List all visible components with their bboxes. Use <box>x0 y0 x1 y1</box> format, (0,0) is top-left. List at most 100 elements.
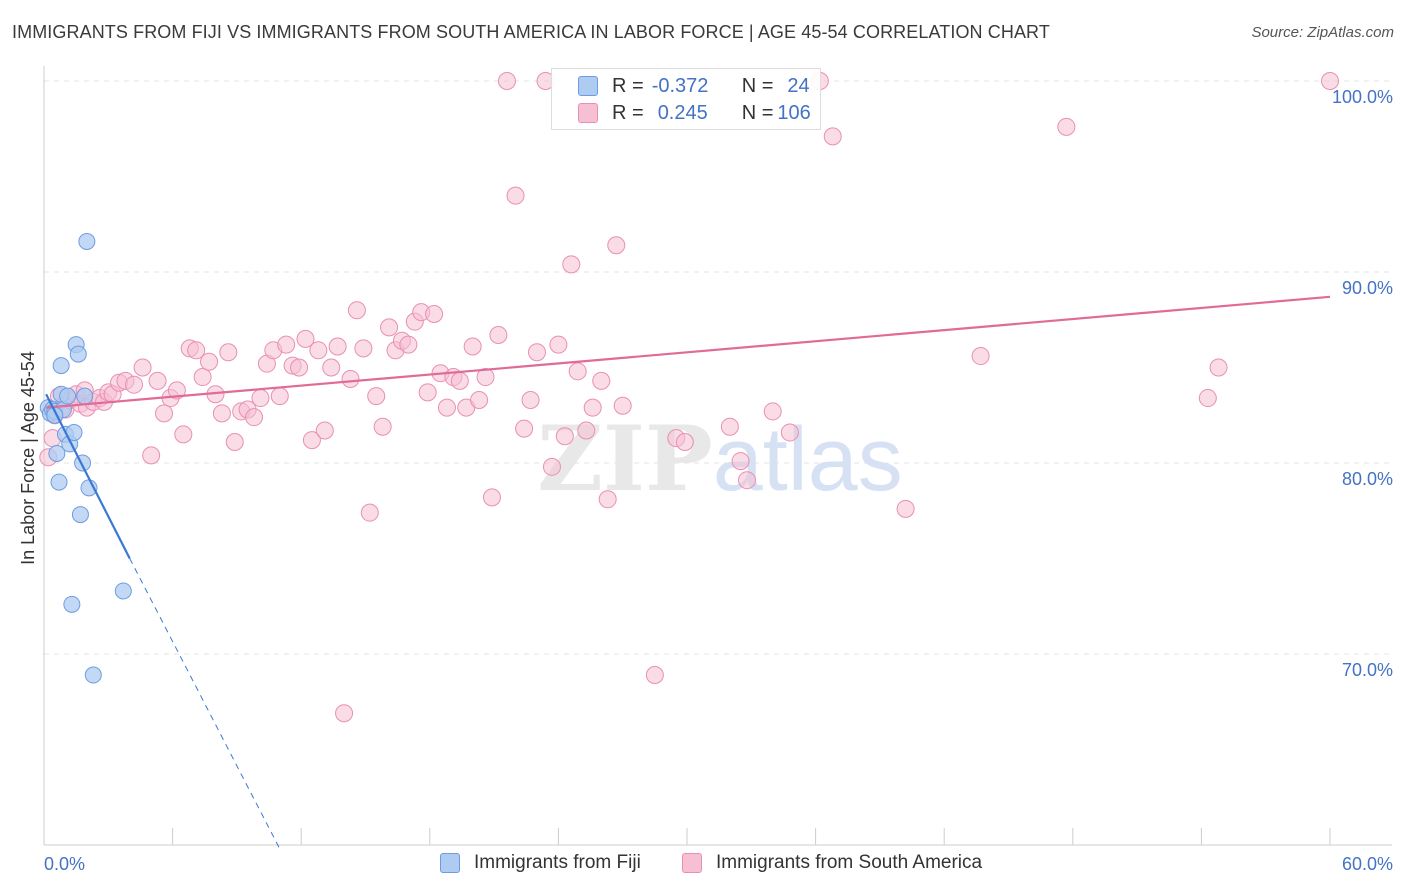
sa-point <box>290 358 309 377</box>
legend-row-sa: R = 0.245 N = 106 <box>578 100 811 126</box>
fiji-point <box>78 232 96 250</box>
sa-point <box>302 431 321 450</box>
sa-point <box>133 358 152 377</box>
sa-point <box>598 490 617 509</box>
fiji-n-label: N = <box>741 74 774 97</box>
x-tick-label: 60.0% <box>1342 854 1393 874</box>
sa-point <box>187 341 206 360</box>
sa-point <box>193 368 212 387</box>
sa-point <box>219 343 238 362</box>
sa-r-value: 0.245 <box>657 101 708 124</box>
sa-point <box>341 369 360 388</box>
sa-point <box>489 326 508 345</box>
sa-point <box>497 72 516 90</box>
sa-n-value: 106 <box>777 101 811 124</box>
trend-lines <box>45 295 1331 850</box>
sa-point <box>174 425 193 444</box>
sa-point <box>360 503 379 522</box>
fiji-series <box>39 232 132 684</box>
sa-point <box>542 457 561 476</box>
y-tick-labels: 70.0% 80.0% 90.0% 100.0% <box>1332 87 1393 680</box>
fiji-point <box>84 666 102 684</box>
sa-point <box>780 423 799 442</box>
watermark: ZIPatlas <box>537 406 903 512</box>
gridlines <box>44 80 1392 655</box>
south-america-series <box>39 72 1339 723</box>
sa-point <box>1057 117 1076 136</box>
fiji-r-value: -0.372 <box>651 74 709 97</box>
stats-legend: R = -0.372 N = 24 R = 0.245 N = 106 <box>551 68 821 130</box>
sa-point <box>592 371 611 390</box>
sa-point <box>425 305 444 324</box>
sa-point <box>212 404 231 423</box>
sa-n-label: N = <box>741 101 774 124</box>
fiji-trend-line <box>45 393 131 559</box>
fiji-legend-label: Immigrants from Fiji <box>474 852 641 873</box>
sa-point <box>270 387 289 406</box>
fiji-point <box>76 387 94 405</box>
sa-swatch <box>578 103 598 123</box>
sa-point <box>225 432 244 451</box>
sa-point <box>450 371 469 390</box>
fiji-point <box>114 582 132 600</box>
sa-point <box>245 408 264 427</box>
sa-point <box>896 499 915 518</box>
x-tick-labels: 0.0% 60.0% <box>44 854 1393 874</box>
fiji-point <box>52 357 70 375</box>
y-axis-title: In Labor Force | Age 45-54 <box>18 351 38 565</box>
sa-point <box>399 335 418 354</box>
sa-point <box>482 488 501 507</box>
sa-point <box>347 301 366 320</box>
sa-point <box>367 387 386 406</box>
sa-point <box>322 358 341 377</box>
y-tick-label: 80.0% <box>1342 469 1393 489</box>
sa-legend-label: Immigrants from South America <box>716 852 983 873</box>
sa-point <box>1198 389 1217 408</box>
y-tick-label: 100.0% <box>1332 87 1393 107</box>
fiji-point <box>71 506 89 524</box>
sa-point <box>738 471 757 490</box>
fiji-point <box>50 473 68 491</box>
y-tick-label: 90.0% <box>1342 278 1393 298</box>
sa-point <box>125 375 144 394</box>
sa-point <box>155 404 174 423</box>
sa-point <box>373 417 392 436</box>
sa-point <box>645 666 664 685</box>
sa-point <box>463 337 482 356</box>
sa-point <box>335 704 354 723</box>
fiji-point <box>69 345 87 363</box>
sa-point <box>328 337 347 356</box>
fiji-point <box>48 444 66 462</box>
sa-point <box>309 341 328 360</box>
legend-item-fiji[interactable]: Immigrants from Fiji <box>440 852 641 874</box>
sa-point <box>763 402 782 421</box>
chart-title: IMMIGRANTS FROM FIJI VS IMMIGRANTS FROM … <box>12 22 1050 42</box>
source-label: Source: ZipAtlas.com <box>1251 24 1394 41</box>
sa-point <box>971 347 990 366</box>
sa-point <box>437 398 456 417</box>
series-legend: Immigrants from Fiji Immigrants from Sou… <box>0 852 1406 878</box>
sa-point <box>823 127 842 146</box>
sa-point <box>167 381 186 400</box>
sa-point <box>476 368 495 387</box>
sa-point <box>1321 72 1339 90</box>
legend-item-sa[interactable]: Immigrants from South America <box>682 852 982 874</box>
sa-point <box>354 339 373 358</box>
sa-point <box>527 343 546 362</box>
sa-point <box>380 318 399 337</box>
fiji-legend-swatch <box>440 853 460 873</box>
x-tick-label: 0.0% <box>44 854 85 874</box>
sa-point <box>315 421 334 440</box>
sa-point <box>720 417 739 436</box>
sa-point <box>613 396 632 415</box>
legend-row-fiji: R = -0.372 N = 24 <box>578 73 810 99</box>
fiji-point <box>74 454 92 472</box>
sa-point <box>1209 358 1228 377</box>
sa-point <box>515 419 534 438</box>
sa-point <box>506 186 525 205</box>
sa-point <box>296 329 315 348</box>
sa-point <box>731 452 750 471</box>
sa-point <box>675 432 694 451</box>
fiji-point <box>59 387 77 405</box>
sa-point <box>549 335 568 354</box>
